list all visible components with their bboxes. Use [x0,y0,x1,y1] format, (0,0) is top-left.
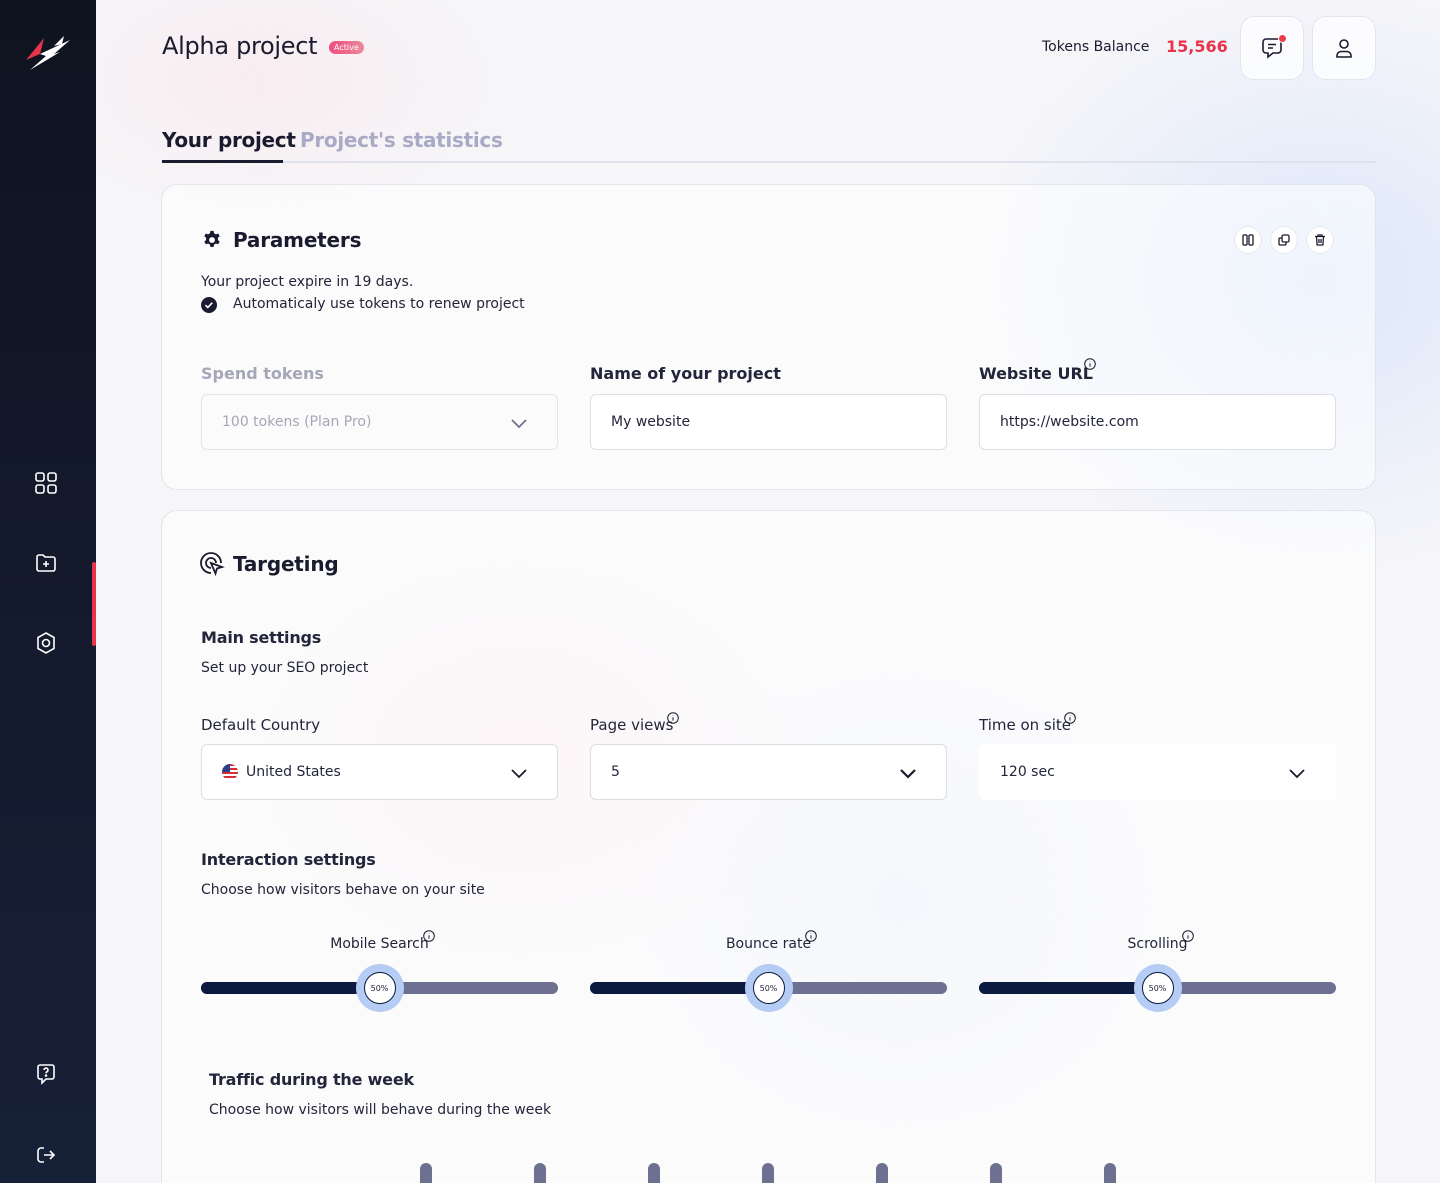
main-settings-subtitle: Set up your SEO project [201,660,369,676]
slider-value-label: 50% [752,972,785,1004]
tab-your-project[interactable]: Your project [162,128,296,152]
brand-logo[interactable] [24,32,72,72]
website-url-input[interactable]: https://website.com [979,394,1336,450]
time-on-site-select[interactable]: 120 sec [979,744,1336,800]
trash-icon [1315,234,1325,246]
slider-fill [590,982,769,994]
spend-tokens-value: 100 tokens (Plan Pro) [222,414,372,430]
notification-dot [1278,34,1287,43]
slider-label-text: Bounce rate [725,936,812,952]
profile-button[interactable] [1312,16,1376,80]
us-flag-icon [222,764,238,780]
folder-plus-icon [36,554,56,572]
time-on-site-label: Time on site [979,716,1072,734]
targeting-card [161,510,1376,1183]
spend-tokens-label: Spend tokens [201,364,324,383]
pause-button[interactable] [1234,226,1262,254]
slider-value-label: 50% [363,972,396,1004]
traffic-subtitle: Choose how visitors will behave during t… [209,1102,552,1118]
auto-renew-label: Automaticaly use tokens to renew project [233,296,525,312]
weekday-slider[interactable] [876,1163,888,1183]
weekday-slider[interactable] [648,1163,660,1183]
active-tab-underline [162,160,283,163]
bounce-rate-slider-handle[interactable]: 50% [744,964,793,1012]
weekday-slider[interactable] [990,1163,1002,1183]
mobile-search-slider-handle[interactable]: 50% [355,964,404,1012]
info-icon[interactable] [1182,930,1194,942]
weekday-slider[interactable] [534,1163,546,1183]
main-settings-title: Main settings [201,628,322,647]
chevron-down-icon [900,769,916,779]
info-icon[interactable] [805,930,817,942]
weekday-slider[interactable] [420,1163,432,1183]
gear-icon [204,230,220,247]
scrolling-slider-handle[interactable]: 50% [1133,964,1182,1012]
project-name-label: Name of your project [590,364,781,383]
checkbox-checked-icon[interactable] [201,297,217,313]
project-name-value: My website [611,414,691,430]
traffic-title: Traffic during the week [209,1070,414,1089]
info-icon[interactable] [1064,712,1076,724]
chevron-down-icon [511,419,527,429]
page-views-label: Page views [590,716,674,734]
chevron-down-icon [511,769,527,779]
tokens-balance-label: Tokens Balance [1042,39,1150,55]
messages-button[interactable] [1240,16,1304,80]
website-url-value: https://website.com [1000,414,1139,430]
duplicate-button[interactable] [1270,226,1298,254]
delete-button[interactable] [1306,226,1334,254]
tokens-balance-value: 15,566 [1166,37,1228,56]
slider-label-bounce-rate: Bounce rate [590,936,947,952]
interaction-settings-subtitle: Choose how visitors behave on your site [201,882,485,898]
page-title: Alpha project [162,32,318,60]
sidebar [0,0,96,1183]
default-country-value: United States [246,764,341,780]
page-views-select[interactable]: 5 [590,744,947,800]
grid-icon [35,472,57,494]
tab-project-statistics[interactable]: Project's statistics [300,128,503,152]
slider-fill [201,982,380,994]
logout-icon [37,1147,56,1163]
chat-icon [1262,38,1282,59]
user-icon [1336,39,1352,58]
spend-tokens-select[interactable]: 100 tokens (Plan Pro) [201,394,558,450]
tabs-divider [162,161,1376,163]
weekday-slider[interactable] [762,1163,774,1183]
slider-label-mobile-search: Mobile Search [201,936,558,952]
slider-fill [979,982,1158,994]
nav-help[interactable] [30,1058,62,1090]
interaction-settings-title: Interaction settings [201,850,376,869]
targeting-title: Targeting [233,552,339,576]
slider-label-text: Mobile Search [330,936,429,952]
slider-label-text: Scrolling [1127,936,1188,952]
copy-icon [1278,234,1290,246]
nav-logout[interactable] [30,1139,62,1171]
chevron-down-icon [1289,769,1305,779]
nav-dashboard[interactable] [30,467,62,499]
slider-value-label: 50% [1141,972,1174,1004]
time-on-site-value: 120 sec [1000,764,1055,780]
nav-new-project[interactable] [30,547,62,579]
nav-settings[interactable] [30,627,62,659]
weekday-slider[interactable] [1104,1163,1116,1183]
status-badge: Active [329,41,364,54]
parameters-title: Parameters [233,228,362,252]
slider-label-scrolling: Scrolling [979,936,1336,952]
project-name-input[interactable]: My website [590,394,947,450]
settings-hex-icon [37,632,55,654]
help-chat-icon [37,1064,55,1085]
default-country-select[interactable]: United States [201,744,558,800]
info-icon[interactable] [423,930,435,942]
info-icon[interactable] [667,712,679,724]
default-country-label: Default Country [201,716,321,734]
target-cursor-icon [200,552,225,577]
expire-text: Your project expire in 19 days. [201,274,414,290]
website-url-label: Website URL [979,364,1093,383]
info-icon[interactable] [1084,358,1096,370]
page-views-value: 5 [611,764,620,780]
pause-icon [1242,234,1254,246]
nav-active-indicator [92,562,96,646]
